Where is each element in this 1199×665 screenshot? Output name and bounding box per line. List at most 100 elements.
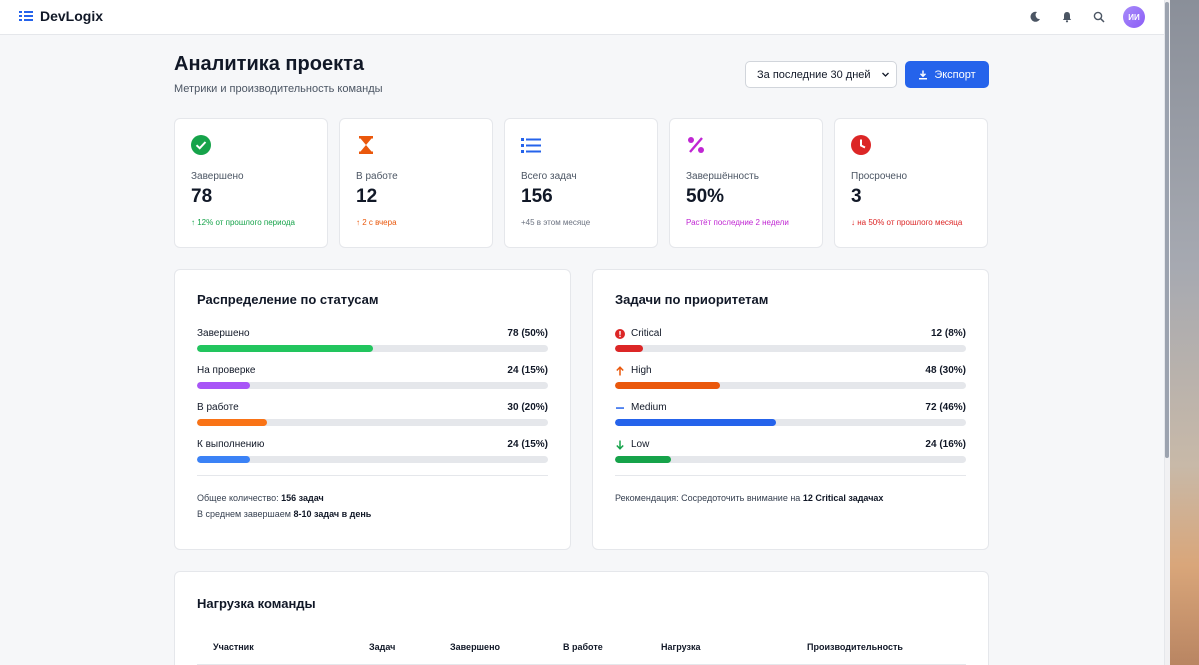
download-icon [919,70,928,79]
stat-note: ↓ на 50% от прошлого месяца [851,218,963,227]
progress-fill [197,382,250,389]
status-row-in-progress: В работе 30 (20%) [197,401,548,426]
progress-fill [615,456,672,463]
page-title: Аналитика проекта [174,53,364,75]
priority-label: Low [631,439,650,450]
navbar-actions: ИИ [1027,6,1145,28]
hourglass-icon [359,136,373,154]
stat-value: 78 [191,186,213,207]
column-header-performance[interactable]: Производительность [807,642,903,652]
stat-note: +45 в этом месяце [521,218,591,227]
progress-fill [197,456,250,463]
stat-card-in-progress: В работе 12 ↑ 2 с вчера [339,118,493,248]
priority-row-critical: Critical 12 (8%) [615,327,966,352]
status-row-review: На проверке 24 (15%) [197,364,548,389]
stat-label: В работе [356,171,398,182]
recommendation-value: 12 Critical задачах [802,493,884,503]
status-count: 24 (15%) [507,365,548,376]
priority-recommendation: Рекомендация: Сосредоточить внимание на … [615,490,966,506]
progress-fill [615,382,721,389]
page-subtitle: Метрики и производительность команды [174,83,383,95]
stat-note: ↑ 12% от прошлого периода [191,218,295,227]
recommendation-label: Рекомендация: Сосредоточить внимание на [615,493,803,503]
status-label: К выполнению [197,439,265,450]
progress-track [197,382,548,389]
avatar[interactable]: ИИ [1123,6,1145,28]
clock-icon [851,135,871,155]
progress-fill [197,419,268,426]
status-count: 24 (15%) [507,439,548,450]
alert-circle-icon [615,328,625,339]
priority-count: 72 (46%) [925,402,966,413]
status-distribution-panel: Распределение по статусам Завершено 78 (5… [174,269,571,550]
column-header-in-progress[interactable]: В работе [563,642,603,652]
panel-title: Распределение по статусам [197,292,379,307]
check-circle-icon [191,135,211,155]
status-row-todo: К выполнению 24 (15%) [197,438,548,463]
brand[interactable]: DevLogix [19,8,103,24]
minus-icon [616,406,624,409]
priority-label: Critical [631,328,662,339]
bell-icon[interactable] [1059,9,1075,25]
status-label: В работе [197,402,239,413]
stat-card-total: Всего задач 156 +45 в этом месяце [504,118,658,248]
progress-track [615,419,966,426]
search-icon[interactable] [1091,9,1107,25]
priority-count: 12 (8%) [930,328,966,339]
scrollbar-thumb[interactable] [1165,2,1169,458]
top-navbar: DevLogix ИИ [0,0,1164,35]
stat-note: Растёт последние 2 недели [686,218,789,227]
summary-total-value: 156 задач [281,493,324,503]
column-header-member[interactable]: Участник [213,642,254,652]
divider [197,475,548,476]
priority-row-medium: Medium 72 (46%) [615,401,966,426]
stat-card-completed: Завершено 78 ↑ 12% от прошлого периода [174,118,328,248]
summary-rate-value: 8-10 задач в день [293,509,372,519]
column-header-tasks[interactable]: Задач [369,642,396,652]
priority-label: Medium [631,402,667,413]
priority-count: 24 (16%) [925,439,966,450]
stat-note: ↑ 2 с вчера [356,218,397,227]
column-header-load[interactable]: Нагрузка [661,642,701,652]
period-select-value: За последние 30 дней [757,68,871,81]
team-load-panel: Нагрузка команды Участник Задач Завершен… [174,571,989,665]
status-count: 78 (50%) [507,328,548,339]
progress-fill [615,345,644,352]
stat-card-completion: Завершённость 50% Растёт последние 2 нед… [669,118,823,248]
progress-track [197,345,548,352]
priority-row-low: Low 24 (16%) [615,438,966,463]
arrow-down-icon [616,440,624,450]
column-header-completed[interactable]: Завершено [450,642,501,652]
priority-label: High [631,365,652,376]
status-label: На проверке [197,365,256,376]
list-icon [521,138,541,153]
stat-value: 156 [521,186,553,207]
export-button-label: Экспорт [934,68,976,81]
divider [615,475,966,476]
panel-title: Нагрузка команды [197,596,316,611]
progress-track [197,419,548,426]
progress-fill [197,345,373,352]
moon-icon[interactable] [1027,9,1043,25]
stat-label: Просрочено [851,171,908,182]
stat-value: 50% [686,186,725,207]
period-select[interactable]: За последние 30 дней [745,61,897,88]
progress-fill [615,419,777,426]
summary-total-label: Общее количество: [197,493,282,503]
progress-track [197,456,548,463]
status-summary: Общее количество: 156 задач В среднем за… [197,490,548,522]
stat-label: Всего задач [521,171,577,182]
status-label: Завершено [197,328,250,339]
progress-track [615,456,966,463]
panel-title: Задачи по приоритетам [615,292,769,307]
chevron-down-icon [882,72,889,77]
progress-track [615,382,966,389]
export-button[interactable]: Экспорт [905,61,989,88]
list-icon [19,11,33,21]
stat-value: 3 [851,186,862,207]
arrow-up-icon [616,365,624,375]
stat-card-overdue: Просрочено 3 ↓ на 50% от прошлого месяца [834,118,988,248]
brand-name: DevLogix [40,8,104,24]
priority-distribution-panel: Задачи по приоритетам Critical 12 (8%) H… [592,269,989,550]
desktop-background [1170,0,1199,665]
